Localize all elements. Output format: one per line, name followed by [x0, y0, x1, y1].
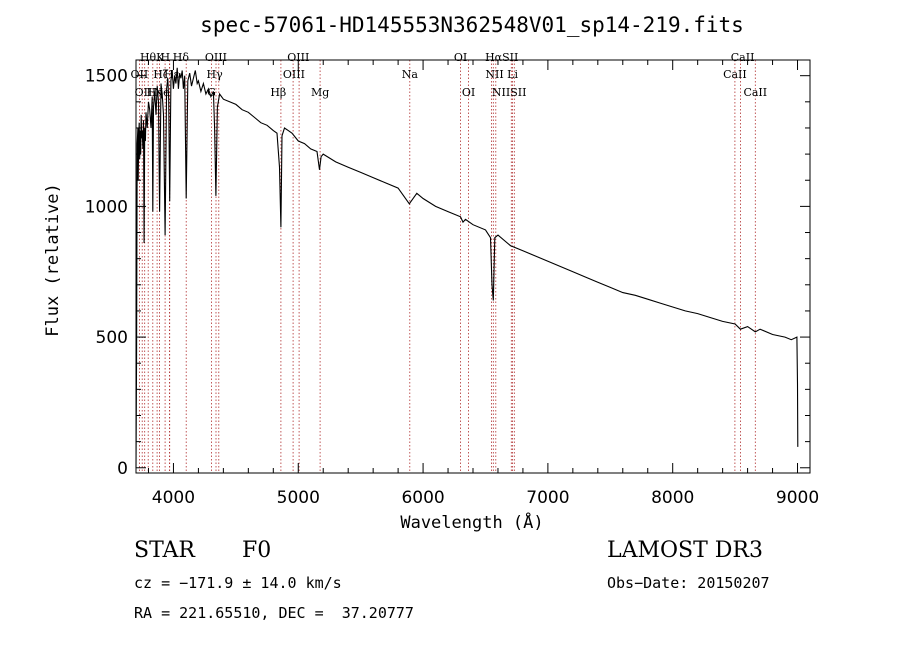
line-markers — [138, 60, 756, 473]
line-label-row2-4: OIII — [283, 68, 305, 81]
line-label-row3-4: Hβ — [270, 86, 286, 99]
x-tick-label-9000: 9000 — [776, 488, 819, 508]
line-label-row2-3: Hγ — [207, 68, 224, 81]
line-label-row3-6: OI — [462, 86, 475, 99]
line-label-row2-6: NII Li — [485, 68, 518, 81]
line-label-row3-3: G — [207, 86, 216, 99]
y-tick-label-1500: 1500 — [85, 67, 128, 87]
observation-date: Obs−Date: 20150207 — [607, 574, 770, 592]
line-label-row3-5: Mg — [311, 86, 329, 99]
y-tick-label-1000: 1000 — [85, 197, 128, 217]
line-label-row1-6: HαSII — [485, 51, 518, 64]
spectrum-line — [135, 67, 799, 468]
y-tick-label-500: 500 — [96, 328, 128, 348]
plot-frame — [135, 59, 811, 474]
line-label-row1-2: Hδ — [173, 51, 190, 64]
line-label-row3-7: NIISII — [492, 86, 527, 99]
redshift-cz: cz = −171.9 ± 14.0 km/s — [134, 574, 342, 592]
line-label-row1-4: OIII — [287, 51, 309, 64]
chart-title: spec-57061-HD145553N362548V01_sp14-219.f… — [200, 13, 744, 37]
line-label-row3-8: CaII — [743, 86, 767, 99]
ra-dec-coordinates: RA = 221.65510, DEC = 37.20777 — [134, 604, 414, 622]
x-tick-label-7000: 7000 — [526, 488, 569, 508]
object-subclass: F0 — [242, 538, 272, 563]
line-label-row1-0: HθK — [140, 51, 165, 64]
x-tick-label-4000: 4000 — [152, 488, 195, 508]
axis-ticks: 4000 5000 6000 7000 8000 9000 0 500 1000 1500 — [85, 60, 819, 508]
x-tick-label-8000: 8000 — [651, 488, 694, 508]
survey-name: LAMOST DR3 — [607, 538, 763, 563]
line-label-row1-3: OIII — [205, 51, 227, 64]
x-tick-label-5000: 5000 — [277, 488, 320, 508]
x-tick-label-6000: 6000 — [401, 488, 444, 508]
line-label-row1-1: H — [161, 51, 171, 64]
line-label-row2-7: CaII — [723, 68, 747, 81]
y-tick-label-0: 0 — [117, 459, 128, 479]
object-class: STAR — [134, 538, 195, 563]
line-label-row3-0: OII — [135, 86, 153, 99]
line-label-row1-5: OI — [454, 51, 467, 64]
line-label-row1-7: CaII — [731, 51, 755, 64]
line-label-row2-0: OII — [131, 68, 149, 81]
x-axis-label: Wavelength (Å) — [400, 511, 543, 533]
line-label-row2-5: Na — [402, 68, 419, 81]
y-axis-label: Flux (relative) — [43, 183, 63, 337]
line-label-row2-1: Hζ — [153, 68, 169, 81]
